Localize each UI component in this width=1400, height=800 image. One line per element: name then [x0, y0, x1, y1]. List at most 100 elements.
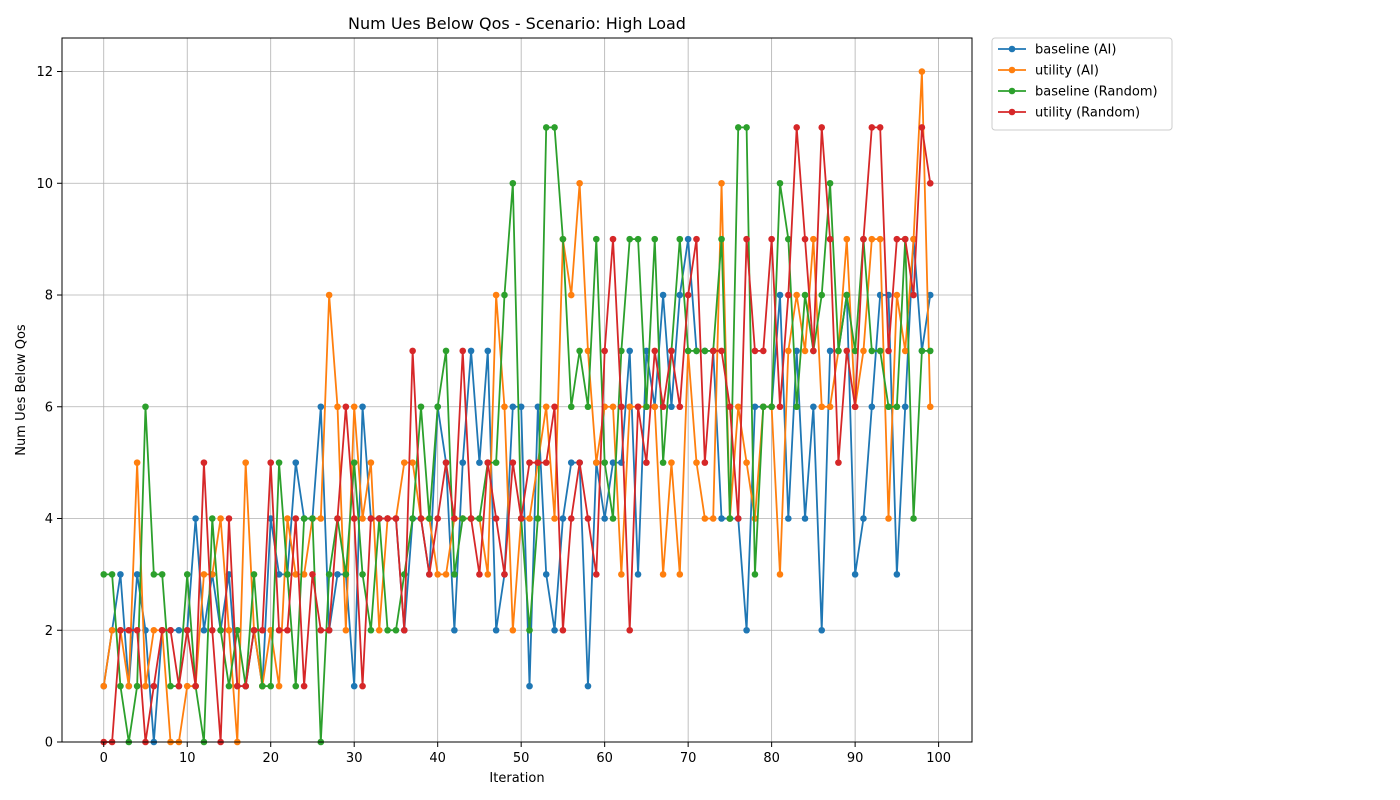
y-tick-label: 10	[36, 177, 53, 192]
data-point	[409, 347, 416, 355]
data-point	[459, 515, 467, 522]
data-point	[267, 515, 275, 522]
data-point	[342, 571, 350, 578]
data-point	[334, 515, 341, 522]
data-point	[851, 403, 859, 411]
data-point	[876, 235, 884, 243]
data-point	[492, 291, 500, 299]
data-point	[434, 571, 441, 578]
data-point	[501, 291, 508, 299]
data-point	[626, 347, 634, 355]
data-point	[801, 347, 809, 355]
data-point	[183, 626, 191, 634]
data-point	[751, 347, 759, 355]
data-point	[158, 571, 166, 578]
data-point	[517, 515, 525, 522]
data-point	[225, 682, 233, 690]
data-point	[542, 459, 550, 466]
data-point	[517, 403, 525, 411]
data-point	[442, 347, 450, 355]
data-point	[818, 626, 826, 634]
x-tick-label: 60	[596, 751, 613, 766]
y-tick-label: 0	[45, 736, 53, 751]
data-point	[417, 515, 425, 522]
data-point	[843, 291, 851, 299]
x-tick-label: 0	[100, 751, 108, 766]
data-point	[309, 515, 316, 522]
data-point	[868, 235, 876, 243]
data-point	[860, 515, 867, 522]
data-point	[183, 682, 191, 690]
data-point	[634, 403, 642, 411]
data-point	[484, 347, 492, 355]
legend-label: utility (Random)	[1035, 106, 1140, 121]
data-point	[776, 291, 784, 299]
legend-swatch-marker	[1008, 66, 1016, 74]
y-axis-title: Num Ues Below Qos	[14, 324, 29, 456]
data-point	[250, 571, 258, 578]
data-point	[743, 626, 750, 634]
series-line	[103, 126, 931, 743]
data-point	[284, 626, 291, 634]
data-point	[158, 626, 166, 634]
data-point	[668, 403, 675, 411]
x-tick-label: 50	[513, 751, 530, 766]
data-point	[893, 571, 901, 578]
data-point	[183, 571, 191, 578]
data-point	[492, 626, 500, 634]
data-point	[125, 682, 133, 690]
data-point	[526, 515, 533, 522]
data-point	[359, 403, 366, 411]
data-point	[234, 682, 241, 690]
data-point	[601, 459, 608, 466]
data-point	[501, 403, 508, 411]
data-point	[284, 571, 291, 578]
data-point	[384, 626, 391, 634]
data-point	[860, 347, 867, 355]
data-point	[150, 626, 158, 634]
data-point	[701, 459, 709, 466]
data-point	[626, 235, 634, 243]
data-point	[601, 515, 608, 522]
x-axis-title: Iteration	[489, 771, 544, 786]
data-point	[701, 347, 709, 355]
legend: baseline (AI) utility (AI) baseline (Rando…	[991, 37, 1173, 131]
data-point	[759, 403, 767, 411]
data-point	[367, 459, 375, 466]
data-point	[400, 626, 408, 634]
data-point	[400, 459, 408, 466]
data-point	[150, 682, 158, 690]
data-point	[234, 626, 241, 634]
data-point	[200, 459, 208, 466]
data-point	[868, 124, 876, 131]
legend-label: utility (AI)	[1035, 64, 1099, 79]
data-point	[292, 682, 300, 690]
data-point	[451, 626, 458, 634]
legend-label: baseline (AI)	[1035, 43, 1116, 58]
data-point	[885, 347, 892, 355]
data-point	[901, 403, 909, 411]
data-point	[392, 515, 400, 522]
data-point	[509, 626, 517, 634]
data-point	[734, 515, 742, 522]
data-point	[618, 403, 625, 411]
data-point	[117, 626, 124, 634]
data-point	[467, 347, 475, 355]
data-point	[693, 459, 700, 466]
data-point	[292, 515, 300, 522]
data-point	[659, 403, 667, 411]
data-point	[551, 403, 558, 411]
data-point	[492, 459, 500, 466]
y-tick-label: 4	[45, 512, 53, 527]
data-point	[567, 291, 575, 299]
data-point	[868, 403, 876, 411]
data-point	[618, 347, 625, 355]
data-point	[534, 515, 542, 522]
data-point	[785, 291, 792, 299]
data-point	[734, 124, 742, 131]
y-tick-label: 6	[45, 400, 53, 415]
data-point	[860, 235, 867, 243]
data-point	[150, 571, 158, 578]
